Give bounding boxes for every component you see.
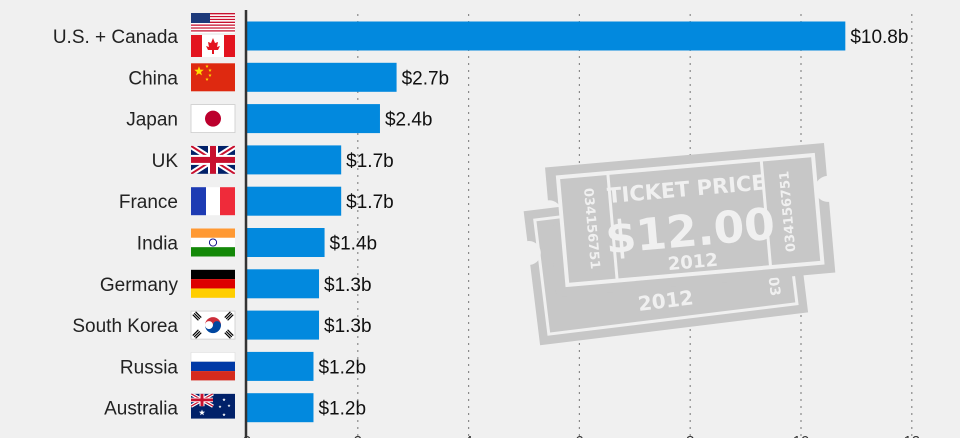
category-label: Germany — [100, 275, 179, 296]
germany-flag-icon — [191, 269, 235, 298]
bars: U.S. + Canada $10.8b China $2.7b Japan $2.4b U… — [53, 21, 908, 423]
bar — [247, 351, 314, 381]
x-tick-labels: 0 2 4 6 8 10 12 — [243, 433, 920, 438]
category-label: UK — [152, 151, 179, 172]
svg-text:03: 03 — [765, 276, 783, 297]
value-label: $1.7b — [346, 192, 394, 213]
flags — [190, 13, 236, 419]
value-label: $1.7b — [346, 151, 394, 172]
category-label: Japan — [126, 110, 178, 131]
russia-flag-icon — [190, 352, 236, 381]
bar — [247, 62, 397, 92]
value-label: $1.3b — [324, 316, 372, 337]
x-tick-label: 8 — [686, 433, 694, 438]
category-label: Russia — [120, 357, 179, 378]
x-tick-label: 6 — [575, 433, 583, 438]
category-label: India — [137, 234, 179, 255]
bar — [247, 21, 846, 51]
value-label: $1.2b — [318, 399, 366, 420]
category-label: U.S. + Canada — [53, 27, 179, 48]
bar — [247, 228, 325, 257]
value-label: $1.4b — [330, 234, 378, 255]
china-flag-icon — [191, 63, 235, 92]
australia-flag-icon — [191, 393, 235, 419]
bar — [247, 393, 314, 423]
watermark-serial-left: 034156751 — [580, 187, 602, 269]
category-label: South Korea — [72, 316, 178, 337]
france-flag-icon — [191, 187, 235, 216]
x-tick-label: 0 — [243, 433, 251, 438]
india-flag-icon — [191, 228, 235, 257]
category-label: China — [128, 68, 178, 89]
x-tick-label: 12 — [903, 433, 920, 438]
watermark-serial-right: 034156751 — [777, 170, 799, 252]
value-label: $10.8b — [850, 27, 908, 48]
x-tick-label: 10 — [793, 433, 810, 438]
x-tick-label: 4 — [464, 433, 472, 438]
value-label: $2.4b — [385, 110, 433, 131]
bar — [247, 104, 380, 134]
south-korea-flag-icon — [190, 310, 236, 340]
uk-flag-icon — [191, 145, 235, 174]
value-label: $1.3b — [324, 275, 372, 296]
canada-flag-icon — [191, 35, 235, 57]
bar — [247, 186, 342, 216]
bar — [247, 269, 320, 299]
us-flag-icon — [191, 13, 235, 34]
value-label: $2.7b — [402, 68, 450, 89]
ticket-icon: 2012 03 TICKET PRICE $12.00 2012 0341567… — [523, 143, 836, 346]
bar — [247, 145, 342, 175]
value-label: $1.2b — [318, 357, 366, 378]
category-label: Australia — [104, 399, 178, 420]
category-label: France — [119, 192, 178, 213]
watermark-year: 2012 — [667, 250, 719, 275]
x-tick-label: 2 — [354, 433, 362, 438]
bar — [247, 310, 320, 340]
japan-flag-icon — [190, 104, 236, 133]
